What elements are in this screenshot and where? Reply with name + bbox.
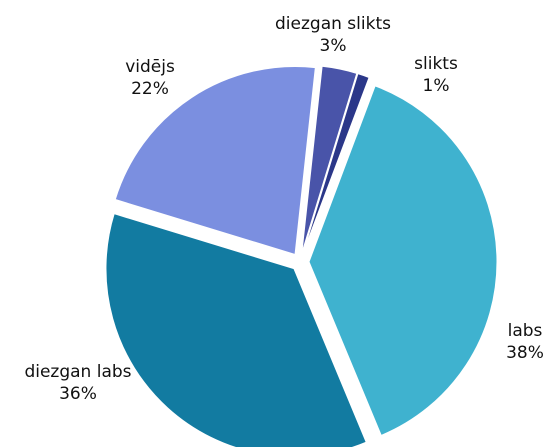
slice-value-label: 1% — [423, 76, 450, 96]
pie-slice — [114, 65, 316, 256]
pie-slice — [308, 85, 498, 437]
slice-value-label: 3% — [320, 36, 347, 56]
slice-value-label: 36% — [59, 384, 97, 404]
pie-slice — [105, 213, 367, 447]
slice-label: diezgan labs — [24, 362, 131, 382]
slice-label: vidējs — [125, 57, 175, 77]
slice-label: labs — [508, 321, 543, 341]
slice-value-label: 38% — [506, 343, 544, 363]
slice-value-label: 22% — [131, 79, 169, 99]
slice-label: diezgan slikts — [275, 14, 391, 34]
pie-slice — [301, 65, 358, 254]
pie-slice — [302, 73, 370, 254]
slice-label: slikts — [414, 54, 458, 74]
